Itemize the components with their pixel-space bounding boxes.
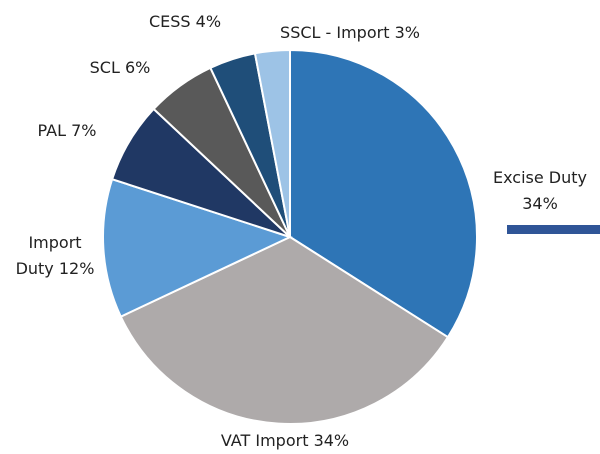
category-name: VAT Import — [220, 431, 309, 450]
value-label: 7% — [71, 121, 97, 140]
slice-label: Import Duty 12% — [10, 230, 100, 282]
value-label: 34% — [522, 194, 558, 213]
category-name: SCL — [89, 58, 120, 77]
pie-slice — [289, 48, 478, 339]
category-name: Excise Duty — [492, 168, 587, 187]
pie-slice — [102, 177, 293, 318]
slice-label: Excise Duty 34% — [485, 165, 595, 217]
slice-label: SCL 6% — [75, 55, 165, 81]
slice-label: CESS 4% — [140, 9, 230, 35]
category-name: SSCL - Import — [280, 23, 390, 42]
value-label: 6% — [124, 58, 151, 77]
legend-fragment — [507, 225, 600, 234]
pie-slice — [119, 235, 450, 425]
slice-label: SSCL - Import 3% — [250, 20, 450, 46]
value-label: 34% — [313, 431, 350, 450]
category-name: CESS — [148, 12, 191, 31]
pie-slice — [253, 48, 291, 238]
value-label: 4% — [195, 12, 222, 31]
slice-label: VAT Import 34% — [185, 428, 385, 454]
category-name: Import Duty — [15, 233, 82, 278]
value-label: 12% — [58, 259, 95, 278]
category-name: PAL — [37, 121, 66, 140]
value-label: 3% — [394, 23, 420, 42]
slice-label: PAL 7% — [22, 118, 112, 144]
